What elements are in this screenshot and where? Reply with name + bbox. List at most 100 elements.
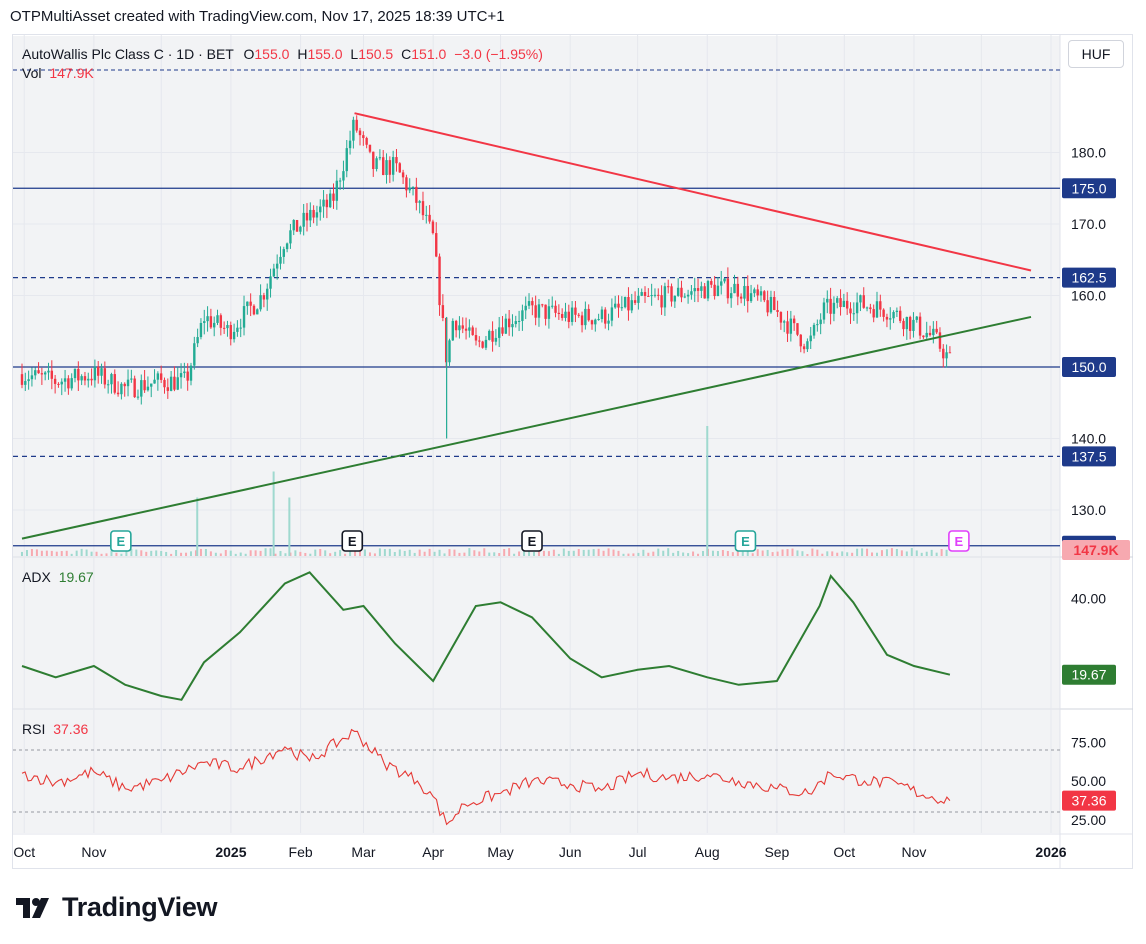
candle-body [739,296,743,299]
resistance-trendline [354,112,1032,272]
volume-bar [756,549,759,556]
time-tick-label: Sep [764,844,789,860]
earnings-marker: E [734,530,757,552]
candle-body [272,268,276,277]
candle-body [822,302,826,320]
volume-bar [363,549,366,556]
candle-body [67,378,70,389]
volume-bar [453,549,456,556]
candle-body [796,323,799,335]
volume-bar [523,548,526,556]
volume-bar [513,553,516,556]
volume-bar [354,550,357,556]
candle-body [193,343,196,366]
earnings-badge [341,530,364,552]
candle-body [120,383,123,395]
volume-bar [448,549,451,556]
volume-bar [811,548,814,556]
volume-bar [816,549,819,556]
price-tick-label: 140.0 [1071,431,1106,447]
candle-body [623,296,627,308]
candle-body [441,305,445,318]
volume-bar [284,553,287,556]
time-tick-label: Nov [81,844,106,860]
volume-bar [209,551,212,556]
volume-bar [826,551,829,556]
candle-body [534,305,537,318]
volume-bar [562,548,565,556]
volume-bar [806,553,809,556]
candle-body [355,119,358,131]
candle-body [557,312,561,315]
volume-bar [711,550,714,556]
candle-body [378,157,382,159]
volume-bar [866,548,869,556]
volume-bar [617,550,620,556]
volume-bar [324,550,327,556]
volume-bar [781,549,784,556]
time-tick-label: Apr [422,844,444,860]
volume-bar [841,551,844,556]
candle-body [156,373,160,380]
volume-bar [761,550,764,556]
candle-body [938,332,942,349]
candle-body [345,148,348,172]
level-price-badge [1062,178,1116,199]
volume-bar [498,553,501,556]
close-label: C [401,46,412,62]
candle-body [915,316,918,320]
volume-bar [20,551,23,556]
volume-bar [383,549,386,556]
volume-bar [478,551,481,556]
candle-body [789,318,793,334]
tradingview-wordmark: TradingView [62,892,218,922]
earnings-marker: E [521,530,543,552]
candle-body [783,321,786,323]
candle-body [289,230,292,244]
candle-body [312,209,315,218]
volume-legend: Vol 147.9K [22,65,94,81]
candle-body [945,352,948,359]
volume-bar [856,548,859,556]
candle-body [206,316,209,322]
volume-bar [408,549,411,556]
volume-bar [170,553,173,556]
volume-bar [219,553,222,556]
volume-bar [642,549,645,556]
rsi-tick-label: 50.00 [1071,773,1106,789]
volume-bar [418,549,421,556]
currency-button[interactable]: HUF [1068,40,1124,68]
volume-bar [518,551,521,556]
candle-body [458,325,461,331]
candle-body [40,373,44,375]
volume-bar [339,550,342,556]
price-tick-label: 130.0 [1071,502,1106,518]
candle-body [464,328,468,331]
volume-bar [672,552,675,556]
candle-body [398,163,401,173]
volume-bar [920,552,923,556]
volume-bar [334,551,337,556]
candle-body [77,368,80,381]
candle-body [700,286,703,291]
candle-body [315,212,319,218]
candle-body [269,276,272,289]
candle-body [461,325,464,329]
candle-body [577,314,580,316]
volume-bar [528,549,531,556]
volume-bar [567,550,570,556]
volume-bar [150,550,153,556]
candle-body [103,368,107,385]
candle-body [716,285,720,297]
volume-bar [254,550,257,556]
volume-bar [319,548,322,556]
adx-tick-label: 40.00 [1071,591,1106,607]
volume-bar [180,552,183,556]
candle-body [836,298,839,303]
candle-body [70,378,73,389]
rsi-value: 37.36 [53,721,89,737]
volume-bar [135,549,138,556]
candle-body [448,340,451,363]
open-label: O [243,46,255,62]
